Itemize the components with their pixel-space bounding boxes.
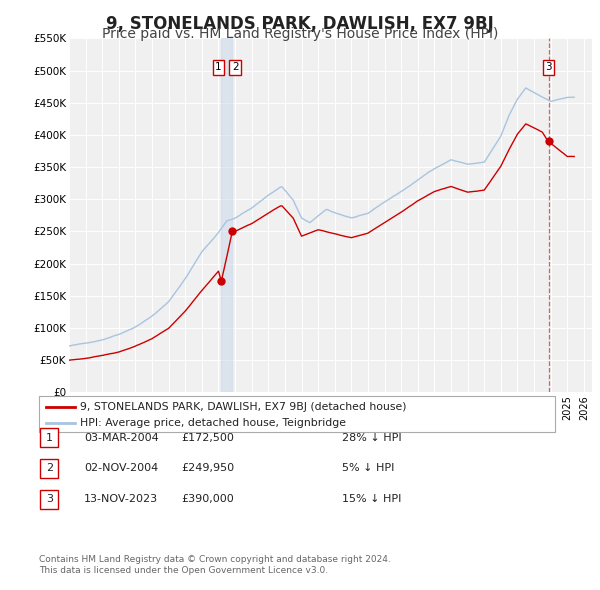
Text: 15% ↓ HPI: 15% ↓ HPI <box>342 494 401 504</box>
Text: 5% ↓ HPI: 5% ↓ HPI <box>342 464 394 473</box>
Text: £172,500: £172,500 <box>181 433 234 442</box>
Text: Contains HM Land Registry data © Crown copyright and database right 2024.
This d: Contains HM Land Registry data © Crown c… <box>39 555 391 575</box>
Text: 02-NOV-2004: 02-NOV-2004 <box>84 464 158 473</box>
Text: 1: 1 <box>46 433 53 442</box>
Text: 03-MAR-2004: 03-MAR-2004 <box>84 433 159 442</box>
Text: £249,950: £249,950 <box>181 464 234 473</box>
Text: 2: 2 <box>232 63 238 73</box>
Text: £390,000: £390,000 <box>181 494 234 504</box>
Text: Price paid vs. HM Land Registry's House Price Index (HPI): Price paid vs. HM Land Registry's House … <box>102 27 498 41</box>
Text: 3: 3 <box>46 494 53 504</box>
Text: 2: 2 <box>46 464 53 473</box>
Text: 9, STONELANDS PARK, DAWLISH, EX7 9BJ (detached house): 9, STONELANDS PARK, DAWLISH, EX7 9BJ (de… <box>80 402 406 412</box>
Bar <box>221 38 232 392</box>
Text: 9, STONELANDS PARK, DAWLISH, EX7 9BJ: 9, STONELANDS PARK, DAWLISH, EX7 9BJ <box>106 15 494 33</box>
Text: 1: 1 <box>215 63 222 73</box>
Text: HPI: Average price, detached house, Teignbridge: HPI: Average price, detached house, Teig… <box>80 418 346 428</box>
Text: 28% ↓ HPI: 28% ↓ HPI <box>342 433 401 442</box>
Text: 3: 3 <box>545 63 552 73</box>
Text: 13-NOV-2023: 13-NOV-2023 <box>84 494 158 504</box>
